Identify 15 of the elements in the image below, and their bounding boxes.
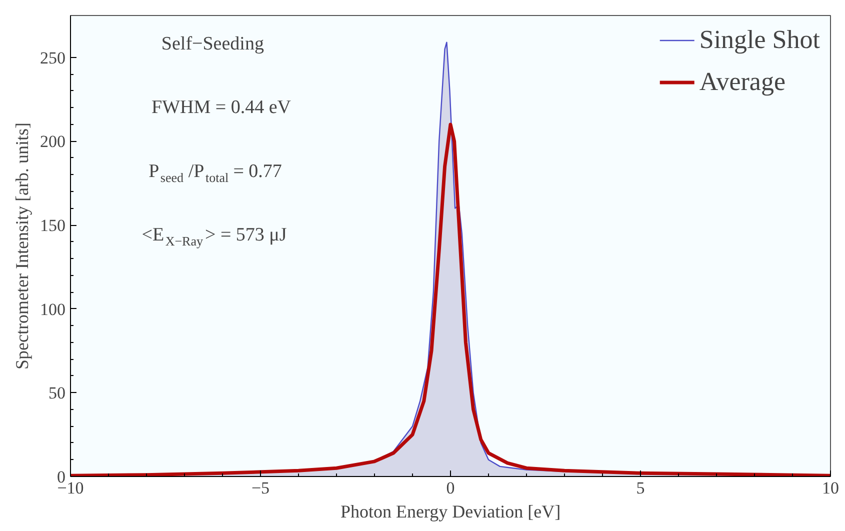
x-tick-label: 0 <box>446 478 455 498</box>
annotation: Self−Seeding <box>161 34 264 54</box>
y-tick-label: 250 <box>40 48 66 68</box>
y-tick-label: 100 <box>40 300 66 319</box>
legend-label: Single Shot <box>699 25 820 55</box>
legend-label: Average <box>699 67 786 97</box>
y-axis-title: Spectrometer Intensity [arb. units] <box>12 122 32 370</box>
x-axis-title: Photon Energy Deviation [eV] <box>340 502 561 522</box>
y-tick-label: 200 <box>40 132 66 152</box>
annotation: FWHM = 0.44 eV <box>152 97 292 118</box>
x-tick-label: −5 <box>251 478 270 498</box>
y-tick-label: 150 <box>40 216 66 236</box>
y-tick-label: 50 <box>48 384 66 403</box>
x-tick-label: 10 <box>822 478 839 498</box>
x-tick-label: 5 <box>636 478 645 498</box>
